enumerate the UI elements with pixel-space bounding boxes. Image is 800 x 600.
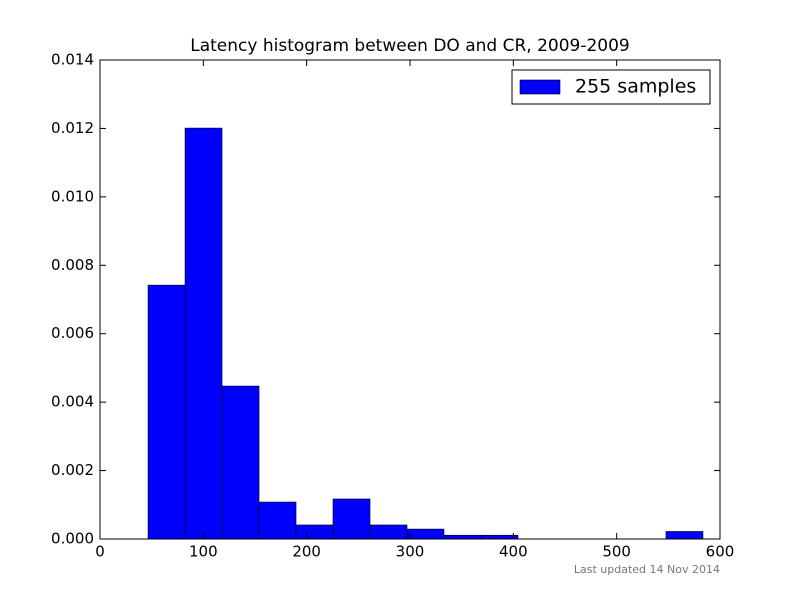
y-tick-label: 0.010 bbox=[51, 187, 94, 205]
y-tick-label: 0.002 bbox=[51, 461, 94, 479]
legend-swatch bbox=[519, 79, 561, 95]
y-tick-label: 0.008 bbox=[51, 256, 94, 274]
bar bbox=[480, 534, 519, 540]
x-tick-label: 500 bbox=[602, 543, 631, 561]
bar bbox=[369, 524, 408, 540]
x-tick-label: 400 bbox=[499, 543, 528, 561]
legend-label: 255 samples bbox=[575, 76, 696, 98]
x-tick-label: 0 bbox=[95, 543, 105, 561]
footer: Last updated 14 Nov 2014 bbox=[574, 563, 720, 576]
x-tick-label: 600 bbox=[706, 543, 735, 561]
x-tick-label: 300 bbox=[396, 543, 425, 561]
y-tick-label: 0.014 bbox=[51, 51, 94, 69]
bar bbox=[665, 531, 704, 540]
x-tick-label: 100 bbox=[189, 543, 218, 561]
bar bbox=[221, 385, 260, 540]
chart-title: Latency histogram between DO and CR, 200… bbox=[190, 36, 630, 56]
y-tick-label: 0.004 bbox=[51, 393, 94, 411]
bar bbox=[295, 524, 334, 540]
bar bbox=[332, 498, 371, 540]
x-tick-label: 200 bbox=[292, 543, 321, 561]
y-tick-label: 0.006 bbox=[51, 324, 94, 342]
bar bbox=[443, 534, 482, 540]
bar bbox=[147, 284, 186, 540]
y-tick-label: 0.012 bbox=[51, 119, 94, 137]
bar bbox=[258, 501, 297, 540]
bar bbox=[406, 528, 445, 540]
bar bbox=[184, 127, 223, 540]
y-tick-label: 0.000 bbox=[51, 530, 94, 548]
